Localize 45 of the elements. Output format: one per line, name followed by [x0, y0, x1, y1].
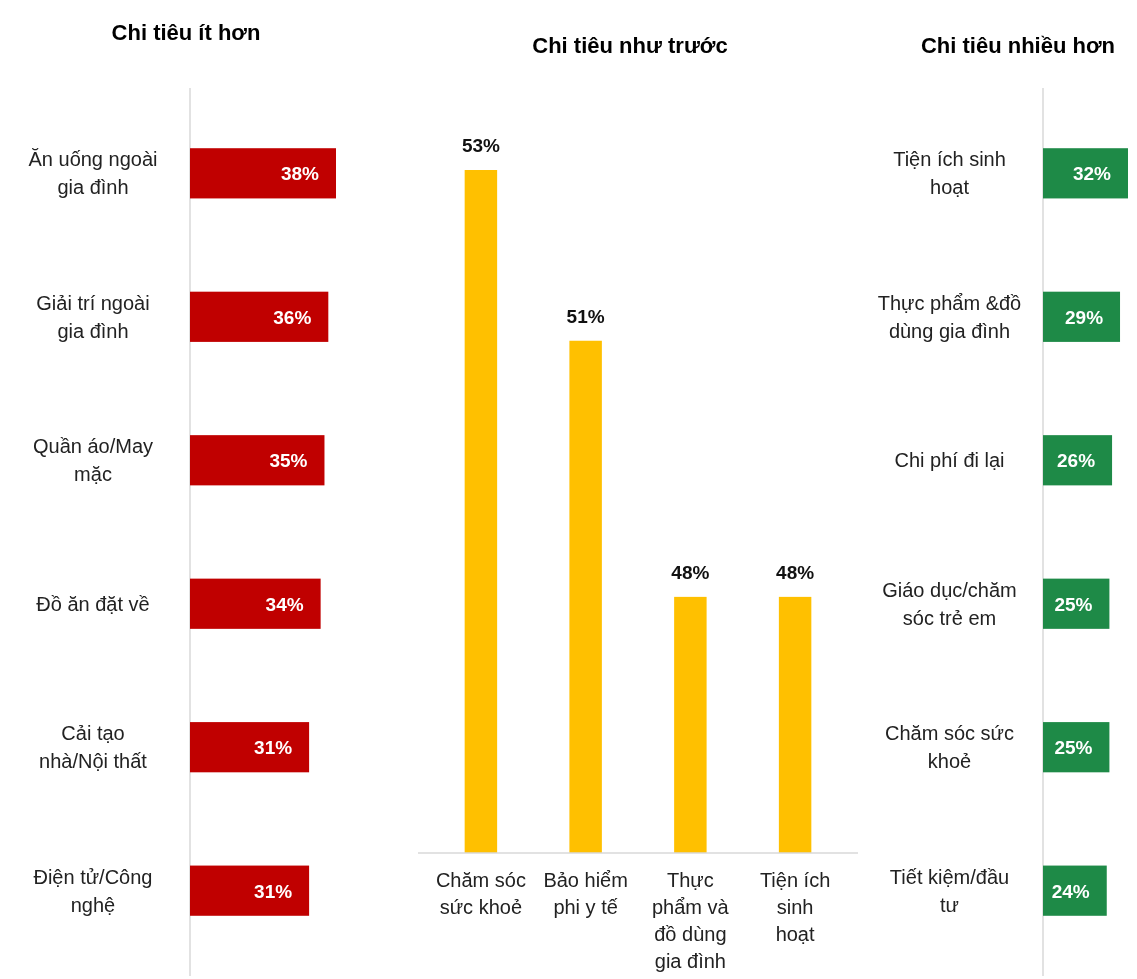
bar [1043, 148, 1128, 199]
data-label: 36% [273, 306, 312, 328]
bar [1043, 865, 1107, 916]
y-tick-label: Thực phẩm &đồ dùng gia đình [877, 291, 1022, 342]
bar [190, 435, 325, 486]
data-label: 34% [265, 593, 304, 615]
y-tick-label: Giải trí ngoài gia đình [36, 291, 150, 342]
data-label: 51% [566, 305, 605, 327]
data-label: 31% [254, 737, 293, 759]
x-tick-label: Tiện ích sinh hoạt [759, 869, 831, 945]
data-label: 24% [1051, 880, 1090, 902]
data-label: 25% [1054, 737, 1093, 759]
chart-title: Chi tiêu như trước [532, 33, 728, 58]
data-label: 25% [1054, 593, 1093, 615]
data-label: 31% [254, 880, 293, 902]
bar [190, 865, 310, 916]
chart-title: Chi tiêu nhiều hơn [920, 33, 1116, 58]
x-tick-label: Thực phẩm và đồ dùng gia đình [652, 869, 730, 972]
data-label: 26% [1057, 450, 1096, 472]
data-label: 53% [461, 135, 501, 156]
y-tick-label: Đồ ăn đặt về [36, 592, 150, 615]
y-tick-label: Chi phí đi lại [894, 449, 1005, 472]
x-tick-label: Chăm sóc sức khoẻ [435, 869, 526, 918]
data-label: 48% [671, 561, 710, 583]
bar [190, 578, 321, 629]
y-tick-label: Tiện ích sinh hoạt [893, 148, 1006, 199]
bar [190, 148, 336, 199]
bar [1043, 435, 1113, 486]
data-label: 38% [280, 163, 320, 185]
bar [190, 291, 329, 342]
y-tick-label: Giáo dục/chăm sóc trẻ em [882, 578, 1017, 629]
data-label: 29% [1065, 306, 1104, 328]
data-label: 32% [1072, 163, 1112, 185]
bar [190, 722, 310, 773]
x-tick-label: Bảo hiểm phi y tế [543, 869, 628, 918]
data-label: 35% [269, 450, 308, 472]
y-tick-label: Điện tử/Công nghệ [33, 865, 153, 916]
y-tick-label: Cải tạo nhà/Nội thất [39, 722, 148, 773]
y-tick-label: Ăn uống ngoài gia đình [28, 148, 158, 199]
y-tick-label: Quần áo/May mặc [32, 435, 154, 486]
y-tick-label: Tiết kiệm/đầu tư [889, 865, 1010, 916]
y-tick-label: Chăm sóc sức khoẻ [885, 722, 1014, 773]
chart-title: Chi tiêu ít hơn [111, 20, 261, 45]
bar [1043, 291, 1121, 342]
data-label: 48% [776, 561, 815, 583]
